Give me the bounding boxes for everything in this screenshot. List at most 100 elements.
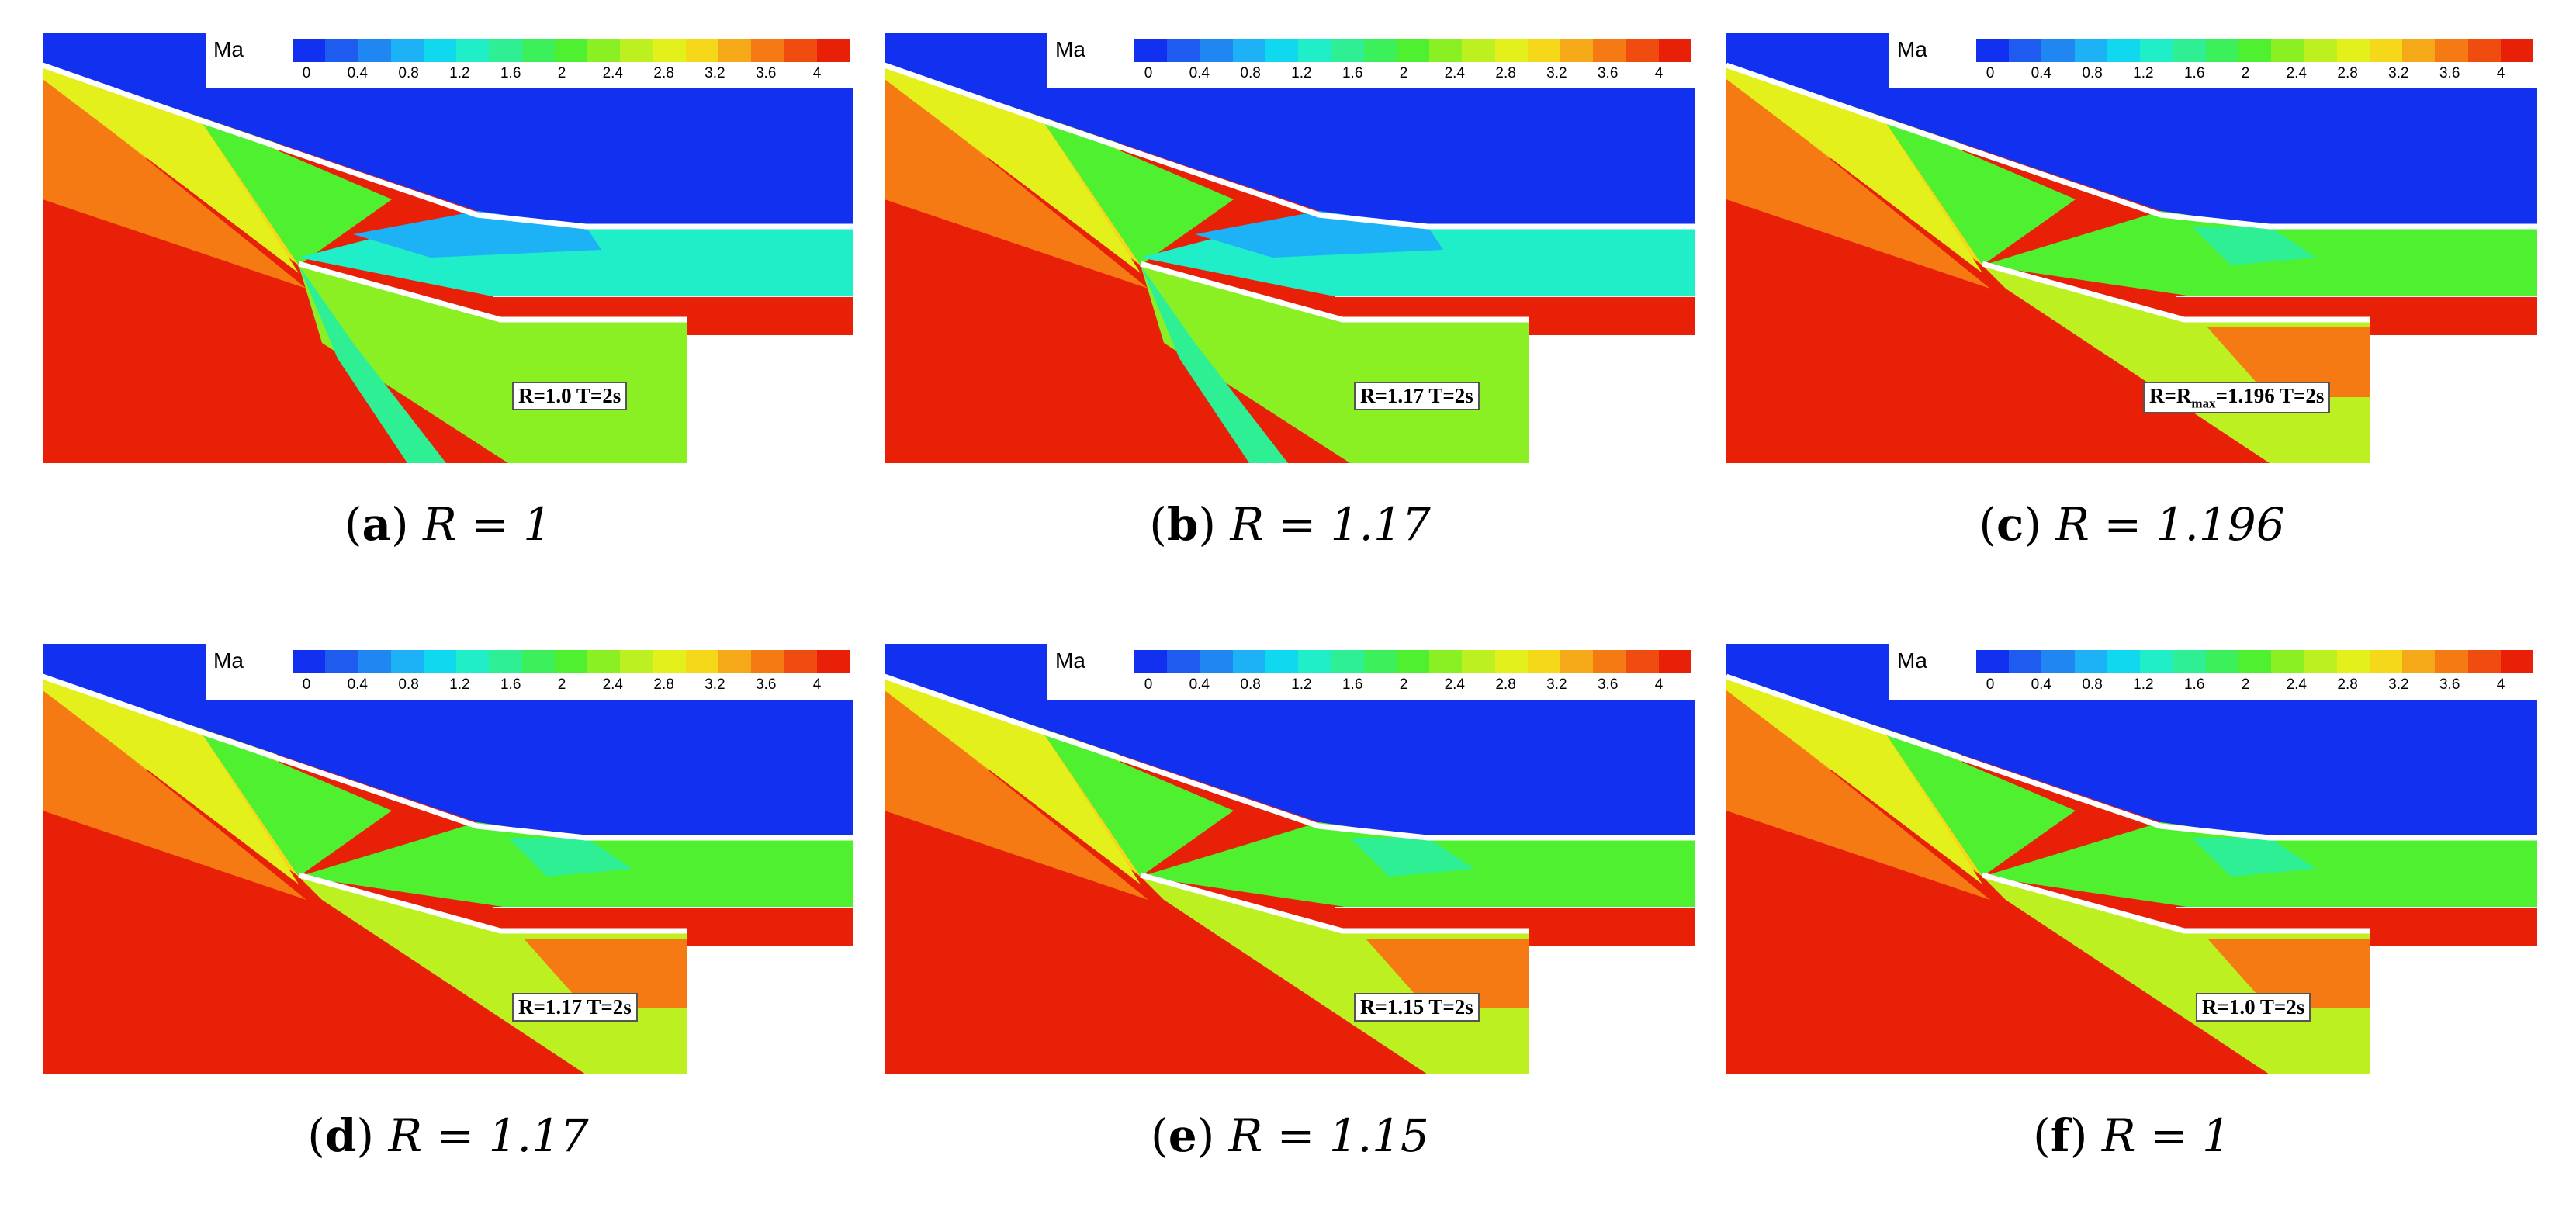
colorbar-segment — [620, 650, 653, 673]
colorbar-tick-label: 1.6 — [1342, 65, 1363, 81]
colorbar-tick-label: 1.2 — [449, 65, 470, 81]
colorbar-segment — [2041, 650, 2075, 673]
colorbar-tick-label: 2.8 — [653, 676, 674, 693]
colorbar-segment — [2435, 39, 2468, 62]
colorbar-segment — [2271, 650, 2304, 673]
colorbar-segment — [1976, 39, 2010, 62]
colorbar-tick-label: 1.2 — [2133, 676, 2154, 693]
caption-equation: R = 1.15 — [1228, 1109, 1429, 1162]
panel-caption: (a) R = 1 — [43, 498, 853, 551]
colorbar-tick-label: 1.6 — [2183, 676, 2205, 693]
colorbar-segment — [2009, 650, 2042, 673]
colorbar-segment — [1134, 39, 1168, 62]
colorbar-segment — [2238, 39, 2272, 62]
colorbar-ticks: 0 0.4 0.8 1.2 1.6 2 2.4 2.8 3.2 3.6 4 — [1976, 676, 2533, 697]
colorbar-segment — [1658, 39, 1691, 62]
colorbar-ticks: 0 0.4 0.8 1.2 1.6 2 2.4 2.8 3.2 3.6 4 — [1976, 65, 2533, 85]
colorbar-segment — [293, 650, 326, 673]
colorbar-tick-label: 2 — [2241, 676, 2250, 693]
ramp-wall — [1726, 62, 2537, 230]
colorbar-segment — [718, 39, 752, 62]
run-label: R=1.0 T=2s — [2196, 993, 2311, 1022]
compression-yellow — [885, 62, 1141, 273]
colorbar-segment — [2304, 650, 2337, 673]
colorbar-segment — [1167, 650, 1200, 673]
ramp-wall — [885, 673, 1695, 841]
colorbar-segment — [1331, 650, 1364, 673]
compression-yellow — [1726, 62, 1982, 273]
colorbar-tick-label: 2.4 — [602, 676, 624, 693]
run-label-part: R=R — [2149, 384, 2192, 407]
colorbar-segment — [1626, 39, 1659, 62]
colorbar-segment — [1396, 39, 1430, 62]
compression-yellow — [43, 673, 299, 884]
colorbar-segment — [2402, 39, 2436, 62]
compression-green — [1040, 728, 1234, 877]
compression-green — [1882, 116, 2076, 265]
colorbar-tick-label: 2 — [2241, 65, 2250, 81]
mach-contour-plot — [885, 33, 1695, 463]
colorbar-segment — [2500, 650, 2533, 673]
run-label: R=1.17 T=2s — [1354, 382, 1480, 410]
lower-duct-flow — [299, 877, 687, 1074]
colorbar-tick-label: 3.2 — [1546, 676, 1567, 693]
caption-letter: (d) — [307, 1109, 389, 1162]
colorbar-segment — [784, 39, 817, 62]
colorbar-tick-label: 0.4 — [2031, 676, 2052, 693]
cowl-wall — [298, 872, 687, 934]
colorbar-tick-label: 2.4 — [1444, 676, 1466, 693]
colorbar-segment — [2205, 650, 2238, 673]
colorbar-segment — [2074, 39, 2107, 62]
panel-f: Ma 0 0.4 0.8 1.2 1.6 2 2.4 2.8 3.2 3.6 4 R=1.0 T=2s (… — [1726, 644, 2537, 1214]
ramp-wall — [43, 673, 853, 841]
colorbar-segment — [816, 650, 850, 673]
colorbar-segment — [1462, 650, 1495, 673]
colorbar-tick-label: 1.2 — [449, 676, 470, 693]
colorbar-tick-label: 3.2 — [705, 676, 725, 693]
colorbar-tick-label: 1.2 — [1291, 65, 1312, 81]
colorbar-title: Ma — [1055, 37, 1085, 61]
colorbar-segment — [1494, 39, 1528, 62]
colorbar-tick-label: 1.6 — [2183, 65, 2205, 81]
caption-letter: (f) — [2033, 1109, 2102, 1162]
panel-caption: (f) R = 1 — [1726, 1109, 2537, 1162]
colorbar-segment — [2402, 650, 2436, 673]
colorbar-segment — [1976, 650, 2010, 673]
caption-equation: R = 1.17 — [1230, 498, 1431, 551]
run-label-part: =1.196 T=2s — [2215, 384, 2325, 407]
colorbar-tick-label: 0.4 — [347, 65, 369, 81]
colorbar-tick-label: 0.8 — [2082, 676, 2103, 693]
colorbar-segment — [1658, 650, 1691, 673]
colorbar-tick-label: 1.6 — [500, 676, 521, 693]
colorbar-segment — [653, 39, 686, 62]
lower-duct-hot — [524, 939, 687, 1008]
colorbar-ticks: 0 0.4 0.8 1.2 1.6 2 2.4 2.8 3.2 3.6 4 — [293, 65, 850, 85]
colorbar-segment — [2304, 39, 2337, 62]
colorbar-tick-label: 3.6 — [2439, 676, 2460, 693]
mach-field — [43, 644, 853, 1074]
run-label: R=1.17 T=2s — [512, 993, 638, 1022]
lower-duct-flow — [1141, 877, 1529, 1074]
colorbar-segment — [784, 650, 817, 673]
cowl-wall — [1140, 261, 1529, 323]
colorbar-segment — [1462, 39, 1495, 62]
cowl-wall — [1140, 872, 1529, 934]
colorbar-tick-label: 3.2 — [2388, 676, 2409, 693]
colorbar-segment — [1200, 39, 1233, 62]
colorbar-tick-label: 0.4 — [347, 676, 369, 693]
colorbar-segment — [718, 650, 752, 673]
panel-caption: (d) R = 1.17 — [43, 1109, 853, 1162]
duct-flow-shock-cell — [2192, 227, 2316, 265]
colorbar-segment — [1331, 39, 1364, 62]
duct-flow-shock-cell — [1350, 838, 1474, 877]
lower-duct-hot — [1366, 939, 1529, 1008]
colorbar-tick-label: 4 — [1654, 65, 1664, 81]
colorbar-segment — [2205, 39, 2238, 62]
colorbar-segment — [1265, 39, 1299, 62]
colorbar-tick-label: 0.8 — [398, 676, 419, 693]
ramp-wall — [43, 62, 853, 230]
colorbar — [1134, 39, 1691, 62]
mach-contour-plot — [1726, 644, 2537, 1074]
colorbar-segment — [489, 650, 522, 673]
colorbar-segment — [2369, 650, 2403, 673]
